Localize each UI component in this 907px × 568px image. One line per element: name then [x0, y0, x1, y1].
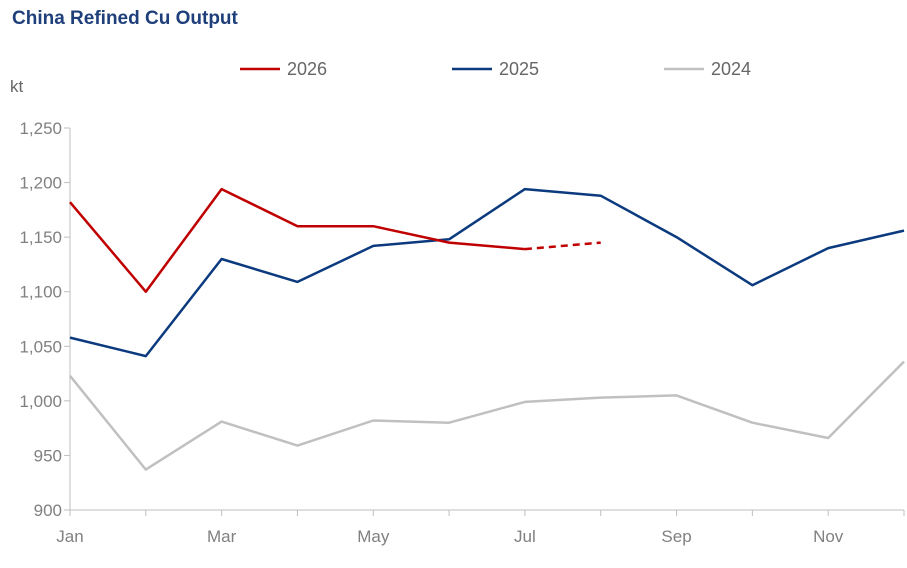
y-tick-label: 1,200 — [19, 174, 62, 193]
x-tick-label: Jul — [514, 527, 536, 546]
y-tick-label: 950 — [34, 446, 62, 465]
x-tick-labels: Jan Mar May Jul Sep Nov — [56, 527, 844, 546]
legend-label-2025: 2025 — [499, 59, 539, 79]
series-line-2025 — [69, 187, 905, 358]
y-tick-label: 1,250 — [19, 119, 62, 138]
x-tick-label: Nov — [813, 527, 844, 546]
y-tick-labels: 900 950 1,000 1,050 1,100 1,150 1,200 1,250 — [19, 119, 62, 520]
chart-title: China Refined Cu Output — [12, 8, 238, 29]
y-tick-label: 1,000 — [19, 392, 62, 411]
x-tick-label: Sep — [661, 527, 691, 546]
series-line-2024 — [69, 360, 905, 471]
series-lines — [69, 187, 905, 471]
x-tick-label: Mar — [207, 527, 237, 546]
axes — [64, 127, 905, 516]
x-tick-label: Jan — [56, 527, 83, 546]
series-line-2026 — [69, 187, 526, 293]
y-tick-label: 1,150 — [19, 228, 62, 247]
series-forecast-line-2026 — [524, 241, 601, 251]
y-tick-label: 1,100 — [19, 283, 62, 302]
legend-label-2024: 2024 — [711, 59, 751, 79]
x-tick-label: May — [357, 527, 390, 546]
y-axis-unit-label: kt — [10, 77, 24, 96]
y-tick-label: 1,050 — [19, 337, 62, 356]
y-tick-label: 900 — [34, 501, 62, 520]
legend: 2026 2025 2024 — [240, 59, 751, 79]
legend-label-2026: 2026 — [287, 59, 327, 79]
